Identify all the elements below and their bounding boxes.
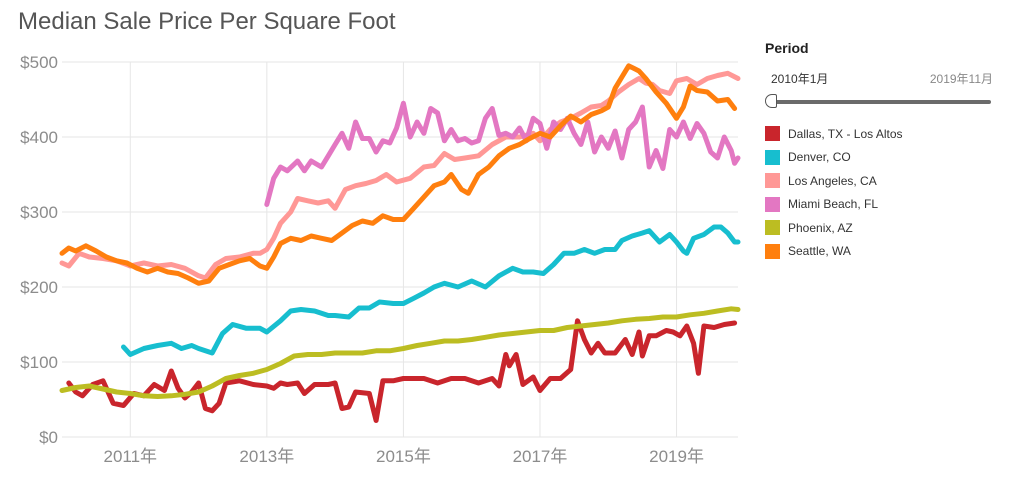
legend-label: Seattle, WA — [788, 244, 851, 259]
legend-label: Denver, CO — [788, 150, 851, 165]
legend-item[interactable]: Miami Beach, FL — [765, 193, 1005, 217]
chart-title: Median Sale Price Per Square Foot — [18, 8, 396, 35]
x-tick-label: 2011年 — [104, 447, 158, 466]
legend-swatch — [765, 243, 780, 259]
y-tick-label: $200 — [20, 278, 58, 297]
legend-label: Los Angeles, CA — [788, 173, 877, 188]
x-tick-label: 2013年 — [239, 447, 294, 466]
legend-item[interactable]: Denver, CO — [765, 146, 1005, 170]
period-start-label: 2010年1月 — [771, 72, 829, 86]
series-line — [59, 63, 738, 286]
slider-handle[interactable] — [765, 94, 777, 108]
y-tick-label: $500 — [20, 53, 58, 72]
x-tick-label: 2015年 — [376, 447, 431, 466]
legend-label: Miami Beach, FL — [788, 197, 879, 212]
axes: $0 $100 $200 $300 $400 $500 2011年 2013年 2015年 201… — [20, 53, 704, 466]
legend-swatch — [765, 149, 780, 165]
series-line — [264, 100, 741, 207]
y-tick-label: $300 — [20, 203, 58, 222]
period-end-label: 2019年11月 — [929, 72, 993, 86]
legend-swatch — [765, 173, 780, 189]
period-range-labels: 2010年1月 2019年11月 — [765, 70, 1005, 88]
x-tick-label: 2019年 — [649, 447, 704, 466]
slider-track[interactable] — [773, 100, 991, 104]
legend-swatch — [765, 196, 780, 212]
series-lines — [59, 63, 741, 423]
y-tick-label: $100 — [20, 353, 58, 372]
legend-item[interactable]: Los Angeles, CA — [765, 169, 1005, 193]
legend-item[interactable]: Seattle, WA — [765, 240, 1005, 264]
legend-item[interactable]: Phoenix, AZ — [765, 216, 1005, 240]
series-line — [66, 318, 738, 423]
legend-label: Dallas, TX - Los Altos — [788, 126, 903, 141]
y-tick-label: $0 — [39, 428, 58, 447]
y-tick-label: $400 — [20, 128, 58, 147]
legend: Dallas, TX - Los Altos Denver, CO Los Ange… — [765, 122, 1005, 263]
legend-item[interactable]: Dallas, TX - Los Altos — [765, 122, 1005, 146]
series-line — [59, 306, 741, 399]
x-tick-label: 2017年 — [513, 447, 568, 466]
period-control: Period 2010年1月 2019年11月 Dallas, TX - Los… — [765, 40, 1005, 263]
grid — [62, 61, 738, 438]
series-line — [59, 70, 741, 281]
legend-swatch — [765, 126, 780, 142]
legend-swatch — [765, 220, 780, 236]
period-title: Period — [765, 40, 809, 56]
legend-label: Phoenix, AZ — [788, 220, 853, 235]
line-chart: $0 $100 $200 $300 $400 $500 2011年 2013年 2015年 201… — [20, 53, 741, 466]
period-slider[interactable] — [765, 92, 991, 112]
series-line — [121, 224, 741, 357]
